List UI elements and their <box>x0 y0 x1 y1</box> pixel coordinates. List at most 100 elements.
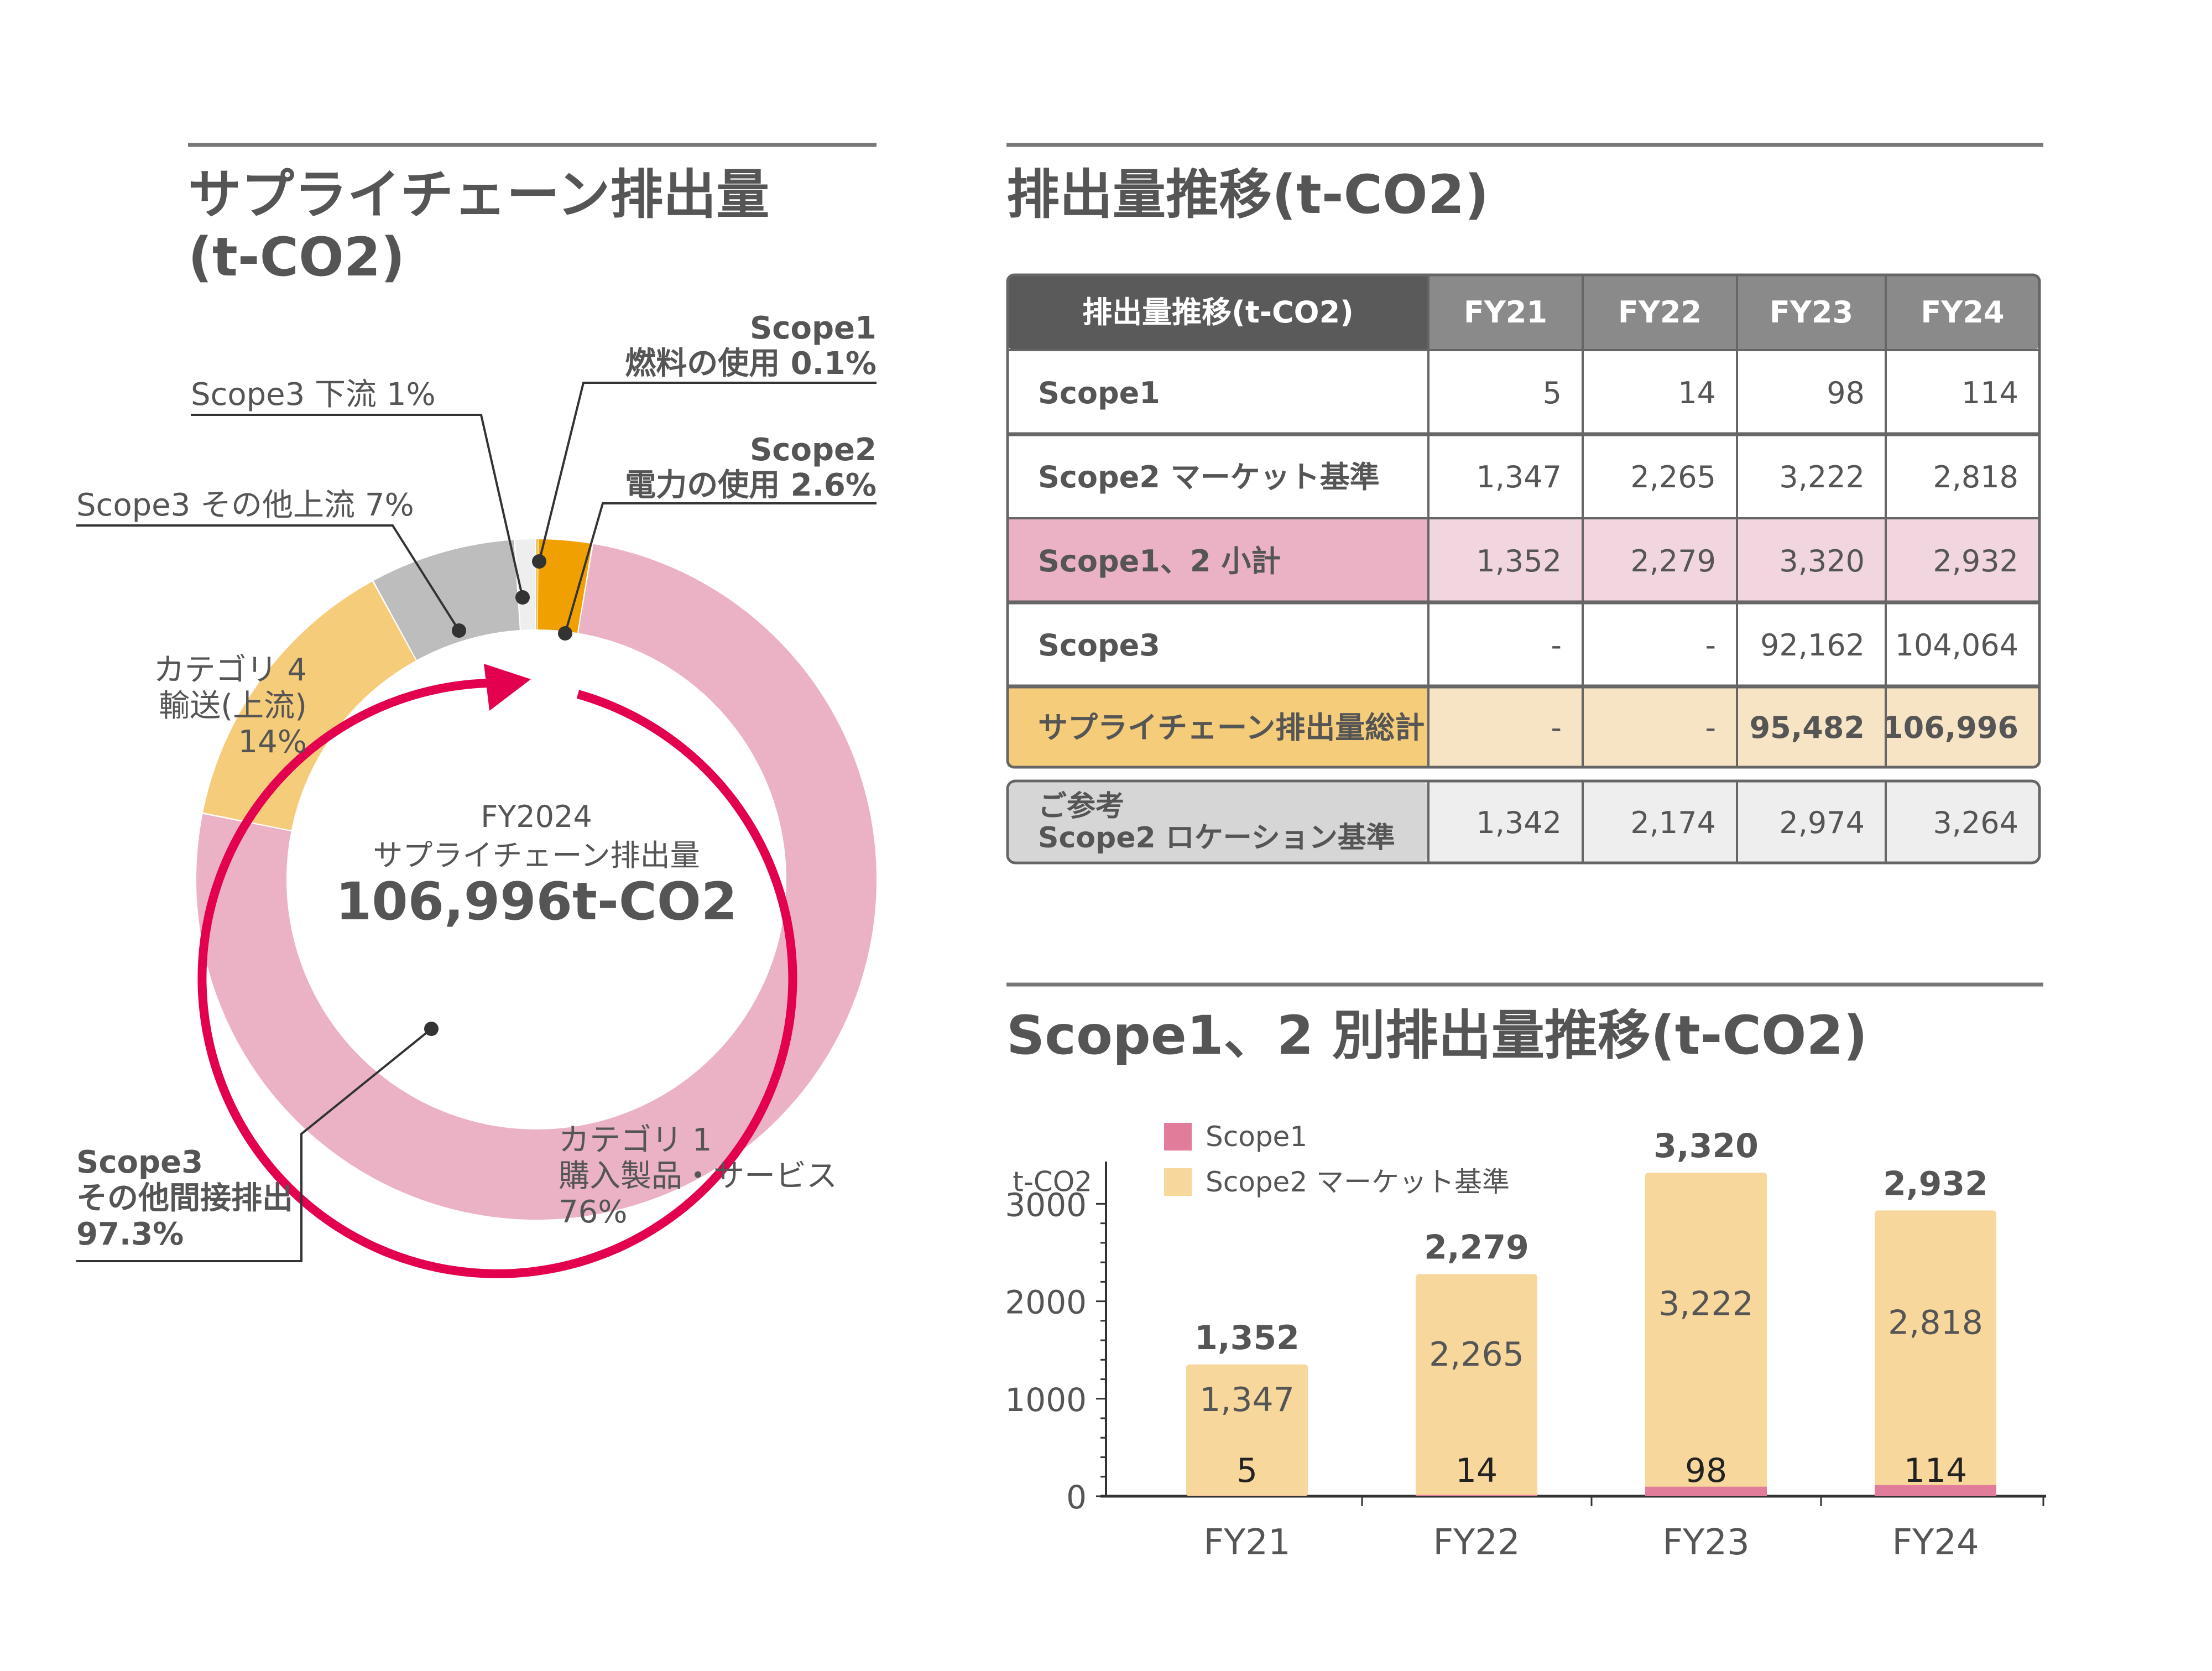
callout-scope3-indirect-pct: 97.3% <box>76 1216 184 1252</box>
reference-cell: 2,174 <box>1630 805 1716 840</box>
bar-scope2-label: 2,265 <box>1429 1335 1524 1374</box>
leader-scope1 <box>538 382 877 562</box>
callout-scope2-title: Scope2 <box>750 432 877 468</box>
table-cell: 14 <box>1678 376 1716 410</box>
bar-section-title: Scope1、2 別排出量推移(t-CO2) <box>1006 1004 1867 1066</box>
table-cell: 3,320 <box>1779 544 1865 579</box>
x-tick-label: FY22 <box>1433 1522 1520 1563</box>
legend-swatch <box>1164 1168 1192 1196</box>
table-cell: 95,482 <box>1750 710 1865 745</box>
callout-cat1-line1: カテゴリ 1 <box>559 1122 712 1158</box>
table-cell: 3,222 <box>1779 460 1865 494</box>
table-row-label: Scope1 <box>1038 376 1160 410</box>
cycle-arrow-icon <box>197 678 797 1278</box>
callout-leaders <box>76 382 877 1262</box>
callout-scope3-indirect-line2: その他間接排出 <box>76 1180 293 1216</box>
y-tick-label: 2000 <box>1005 1284 1087 1321</box>
table-row-label: Scope1、2 小計 <box>1038 544 1281 579</box>
table-header-label: 排出量推移(t-CO2) <box>1082 295 1354 330</box>
bar-scope2 <box>1416 1274 1537 1496</box>
y-axis-unit: t-CO2 <box>1013 1166 1092 1198</box>
callout-dots <box>424 554 572 1036</box>
donut-center-year: FY2024 <box>481 799 592 834</box>
callout-cat4-pct: 14% <box>238 724 307 760</box>
table-cell: 5 <box>1543 376 1562 410</box>
left-title-line1: サプライチェーン排出量 <box>188 164 769 226</box>
bar-scope2 <box>1645 1173 1767 1496</box>
table-row-label-bg <box>1008 434 1428 518</box>
left-title-line2: (t-CO2) <box>188 226 405 288</box>
table-section-title: 排出量推移(t-CO2) <box>1006 164 1489 226</box>
reference-label-bg <box>1009 783 1428 861</box>
table-header-year: FY21 <box>1464 295 1547 330</box>
table-row-values-bg <box>1428 686 2039 767</box>
table-cell: 1,347 <box>1476 460 1562 494</box>
supply-chain-donut <box>196 539 877 1220</box>
table-cell: 98 <box>1827 376 1865 410</box>
bar-scope2 <box>1875 1210 1996 1496</box>
callout-scope3-indirect-line1: Scope3 <box>76 1144 203 1180</box>
callout-cat4-line2: 輸送(上流) <box>159 688 307 724</box>
reference-label-line2: Scope2 ロケーション基準 <box>1038 821 1395 855</box>
table-row-label: サプライチェーン排出量総計 <box>1038 710 1425 745</box>
callout-cat1-pct: 76% <box>559 1194 627 1230</box>
table-cell: - <box>1705 710 1717 745</box>
table-row-values-bg <box>1428 434 2039 518</box>
bar-scope2-label: 2,818 <box>1888 1304 1983 1342</box>
x-tick-label: FY21 <box>1203 1522 1290 1563</box>
table-row-label-bg <box>1008 602 1428 686</box>
bar-scope1-label: 114 <box>1904 1451 1968 1490</box>
table-cell: 2,932 <box>1933 544 2018 579</box>
x-tick-label: FY24 <box>1892 1522 1979 1563</box>
y-tick-label: 1000 <box>1005 1381 1087 1419</box>
donut-segment-0 <box>536 539 538 630</box>
bar-total-label: 3,320 <box>1653 1127 1759 1165</box>
table-row-label: Scope2 マーケット基準 <box>1038 460 1380 494</box>
leader-scope3-indirect <box>76 1028 432 1262</box>
reference-cell: 2,974 <box>1779 805 1865 840</box>
bar-scope2-label: 1,347 <box>1199 1381 1295 1419</box>
donut-center-total: 106,996t-CO2 <box>336 872 737 932</box>
table-header-year: FY23 <box>1770 295 1853 330</box>
emissions-table: 排出量推移(t-CO2) FY21 FY22 FY23 FY24 Scope1 5 14 98 1… <box>1006 273 2041 865</box>
table-cell: 114 <box>1961 376 2018 410</box>
table-row-label-bg <box>1008 350 1428 434</box>
y-tick-label: 3000 <box>1005 1186 1087 1224</box>
callout-cat4-line1: カテゴリ 4 <box>154 652 307 688</box>
bar-scope1-label: 98 <box>1685 1451 1727 1490</box>
callout-cat1-line2: 購入製品・サービス <box>559 1158 837 1194</box>
callout-scope3-downstream: Scope3 下流 1% <box>191 377 436 413</box>
bar-total-label: 2,932 <box>1883 1164 1988 1203</box>
table-row-label-bg <box>1008 518 1428 602</box>
bar-scope2-label: 3,222 <box>1658 1285 1754 1324</box>
table-cell: 2,265 <box>1630 460 1716 494</box>
legend-swatch <box>1164 1123 1192 1151</box>
bar-total-label: 2,279 <box>1424 1228 1529 1267</box>
bar-scope1 <box>1645 1486 1767 1496</box>
table-row-label: Scope3 <box>1038 628 1160 663</box>
table-cell: 2,279 <box>1630 544 1716 579</box>
table-header-label-bg <box>1008 275 1428 350</box>
bar-scope1 <box>1875 1485 1996 1496</box>
donut-segment-5 <box>515 539 536 630</box>
table-cell: 104,064 <box>1895 628 2018 663</box>
bar-scope1-label: 5 <box>1237 1451 1258 1490</box>
table-cell: - <box>1551 710 1562 745</box>
donut-segment-4 <box>373 540 520 660</box>
callout-scope2-desc: 電力の使用 2.6% <box>625 467 877 503</box>
table-header-label-bg-edge <box>1417 275 1428 350</box>
cycle-arrowhead-icon <box>484 664 531 711</box>
table-cell: - <box>1705 628 1717 663</box>
donut-segment-3 <box>203 581 416 831</box>
bar-scope1-label: 14 <box>1455 1451 1498 1490</box>
reference-cell: 3,264 <box>1933 805 2018 840</box>
table-header-year: FY22 <box>1618 295 1702 330</box>
x-tick-label: FY23 <box>1662 1522 1749 1563</box>
callout-scope3-other-upstream: Scope3 その他上流 7% <box>76 487 414 523</box>
table-row-values-bg <box>1428 518 2039 602</box>
legend-label: Scope1 <box>1206 1121 1307 1153</box>
leader-scope2 <box>564 502 877 634</box>
table-border <box>1006 273 2041 769</box>
